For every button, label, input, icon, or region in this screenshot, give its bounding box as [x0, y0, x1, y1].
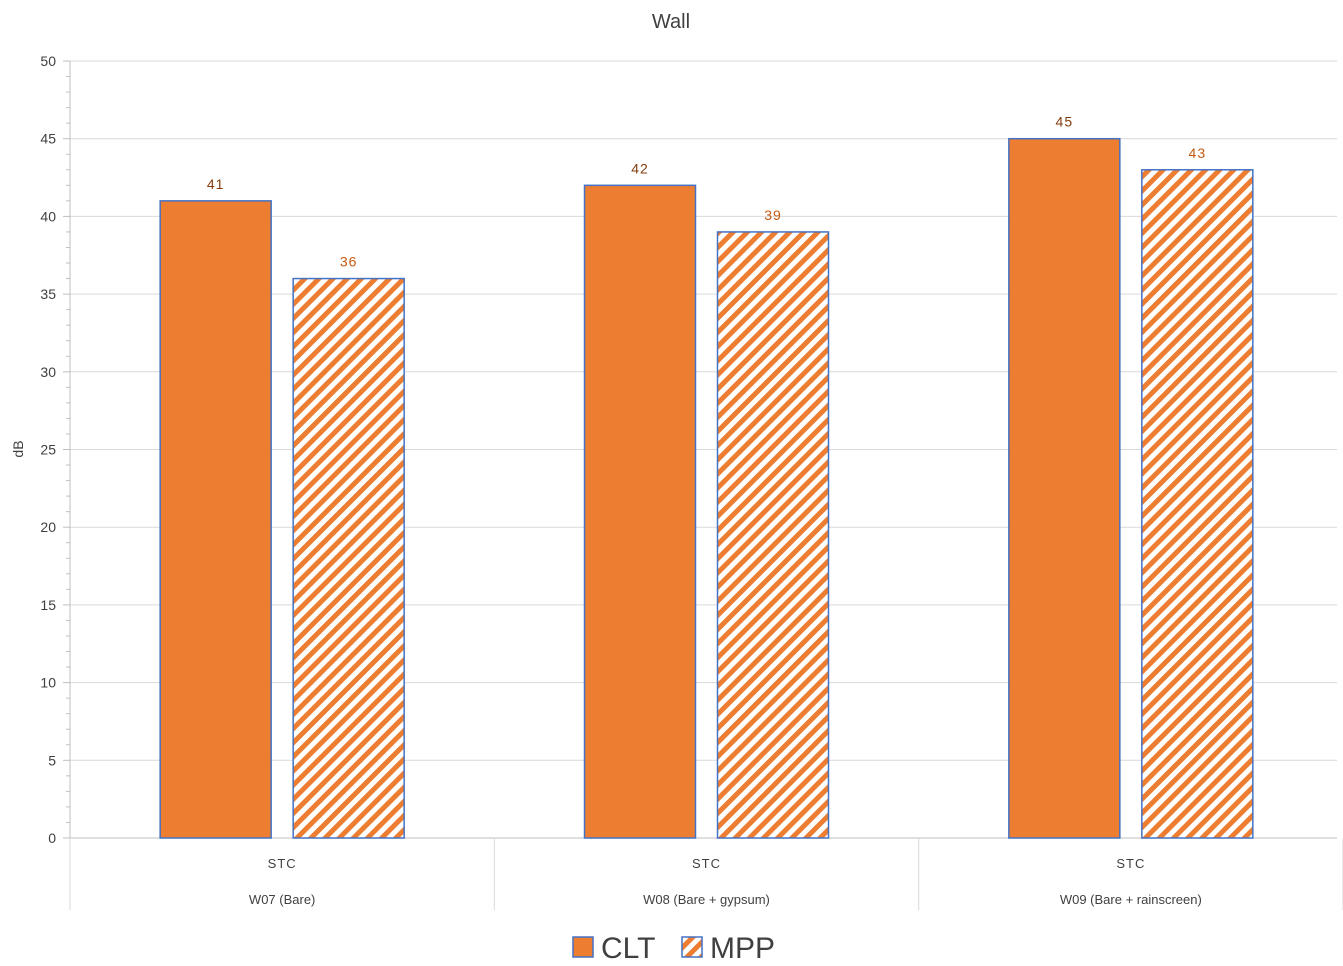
chart-title: Wall — [652, 11, 690, 33]
x-sub-category-label: STC — [268, 856, 297, 871]
bar-mpp — [1141, 169, 1254, 839]
y-tick-label: 30 — [40, 364, 56, 380]
data-label-clt: 45 — [1056, 114, 1074, 130]
data-labels: 41 36 42 39 45 43 — [207, 114, 1207, 270]
legend-label-mpp: MPP — [710, 932, 775, 965]
data-label-mpp: 36 — [340, 254, 358, 270]
y-tick-label: 25 — [40, 442, 56, 458]
legend-swatch-mpp — [681, 936, 703, 958]
bar-mpp — [716, 231, 830, 839]
x-category-labels: STC W07 (Bare) STC W08 (Bare + gypsum) STC W0… — [249, 856, 1202, 907]
bar-clt — [583, 184, 697, 839]
y-tick-label: 50 — [40, 53, 56, 69]
data-label-mpp: 43 — [1189, 145, 1207, 161]
axes: 0 5 10 15 20 25 30 35 40 45 50 — [40, 53, 1343, 910]
x-sub-category-label: STC — [692, 856, 721, 871]
gridlines — [70, 60, 1337, 761]
y-axis-label: dB — [10, 440, 26, 457]
y-tick-label: 40 — [40, 208, 56, 224]
x-category-label: W08 (Bare + gypsum) — [643, 892, 770, 907]
y-tick-label: 20 — [40, 519, 56, 535]
x-category-label: W07 (Bare) — [249, 892, 315, 907]
x-category-label: W09 (Bare + rainscreen) — [1060, 892, 1202, 907]
y-tick-label: 15 — [40, 597, 56, 613]
bar-mpp — [292, 277, 405, 839]
y-tick-label: 0 — [48, 830, 56, 846]
bar-clt — [1008, 137, 1121, 839]
y-tick-label: 35 — [40, 286, 56, 302]
x-sub-category-label: STC — [1116, 856, 1145, 871]
data-label-mpp: 39 — [764, 207, 782, 223]
data-label-clt: 42 — [631, 160, 649, 176]
bar-clt — [159, 200, 272, 839]
y-tick-label: 45 — [40, 131, 56, 147]
y-tick-label: 5 — [48, 752, 56, 768]
legend-swatch-clt — [572, 936, 594, 958]
legend-label-clt: CLT — [601, 932, 655, 965]
data-label-clt: 41 — [207, 176, 225, 192]
legend: CLT MPP — [572, 932, 775, 965]
y-tick-label: 10 — [40, 675, 56, 691]
bars — [159, 137, 1254, 839]
